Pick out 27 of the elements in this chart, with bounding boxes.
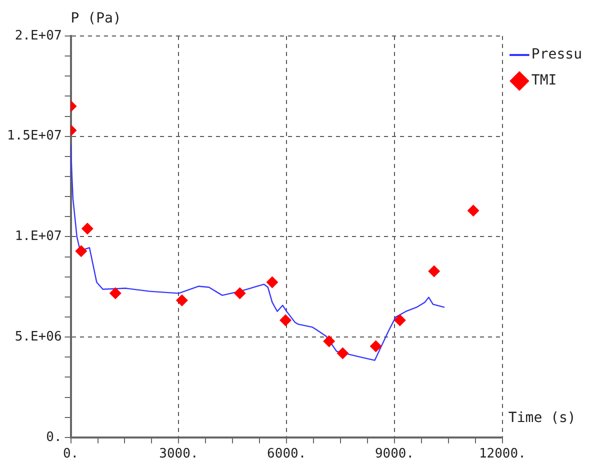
x-axis-title: Time (s) xyxy=(508,410,576,426)
point xyxy=(81,222,94,235)
point xyxy=(336,347,349,360)
y-tick-label: 1.E+07 xyxy=(14,229,62,244)
y-tick-label: 1.5E+07 xyxy=(6,128,62,144)
point xyxy=(234,287,246,300)
y-tick-label: 2.E+07 xyxy=(14,28,62,44)
point xyxy=(467,204,480,217)
legend-label: Pressu xyxy=(531,46,582,63)
point xyxy=(176,294,188,306)
point xyxy=(394,314,406,326)
point xyxy=(280,314,292,326)
y-tick-label: 0. xyxy=(46,430,62,445)
x-tick-label: 0. xyxy=(62,446,79,462)
point xyxy=(266,276,278,288)
point xyxy=(370,340,382,352)
y-tick-label: 5.E+06 xyxy=(14,329,62,344)
y-axis-title: P (Pa) xyxy=(70,10,122,27)
point xyxy=(109,287,122,300)
x-tick-label: 6000. xyxy=(267,446,306,462)
x-tick-label: 9000. xyxy=(374,446,414,462)
legend-label: TMI xyxy=(531,72,557,89)
x-tick-label: 3000. xyxy=(159,446,198,462)
point xyxy=(428,265,440,278)
point xyxy=(323,335,336,348)
x-tick-label: 12000. xyxy=(478,446,526,462)
point xyxy=(75,245,88,258)
